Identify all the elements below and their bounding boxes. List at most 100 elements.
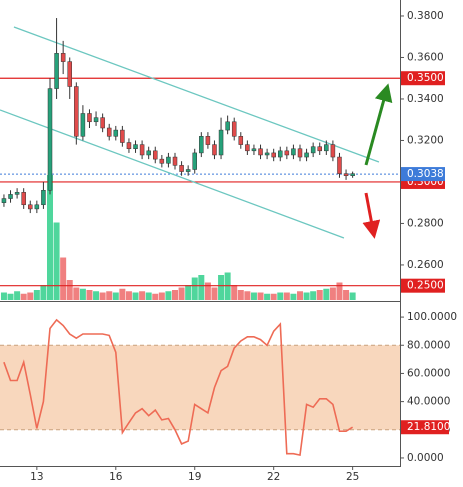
volume-bar: [310, 291, 317, 300]
candle-body: [218, 129, 224, 156]
x-tick-label: 25: [346, 471, 359, 483]
candle-body: [47, 88, 53, 191]
volume-bar: [125, 291, 132, 300]
candle-body: [106, 127, 112, 137]
candle-body: [284, 150, 290, 156]
candle-body: [231, 121, 237, 137]
y-tick-label: 0.3400: [407, 93, 444, 105]
candle-body: [159, 158, 165, 164]
candle-body: [205, 136, 211, 145]
volume-bar: [277, 292, 284, 300]
y-tick-label: 0.3600: [407, 51, 444, 63]
candle-body: [278, 150, 283, 158]
volume-bar: [191, 277, 198, 300]
candle-body: [41, 189, 46, 206]
candle-body: [166, 156, 171, 164]
volume-bar: [53, 222, 60, 300]
volume-bar: [211, 287, 218, 300]
candle-body: [350, 173, 355, 176]
volume-bar: [323, 288, 330, 300]
volume-bar: [349, 292, 356, 300]
volume-bar: [290, 293, 297, 300]
volume-bar: [14, 291, 21, 300]
candle-body: [251, 148, 257, 152]
candle-body: [245, 144, 250, 152]
candle-body: [87, 113, 92, 123]
volume-bar: [231, 285, 238, 300]
y-tick-label: 40.0000: [407, 396, 450, 408]
candle-body: [343, 173, 349, 176]
candle-body: [199, 136, 204, 154]
candle-body: [133, 144, 138, 150]
level-label-box: [401, 278, 445, 293]
candle-body: [225, 121, 230, 131]
volume-bar: [204, 282, 211, 300]
candle-body: [212, 144, 217, 156]
candle-body: [192, 152, 197, 170]
y-tick-label: 100.0000: [407, 311, 457, 323]
volume-bar: [329, 287, 336, 300]
volume-bar: [283, 292, 290, 300]
candle-body: [100, 117, 105, 129]
candle-body: [172, 156, 178, 166]
level-label: 0.3500: [407, 72, 444, 84]
volume-bar: [172, 290, 178, 300]
y-tick-label: 0.2800: [407, 217, 444, 229]
candle-body: [264, 152, 270, 156]
candle-body: [54, 53, 59, 89]
candle-body: [324, 144, 329, 152]
trend-line: [0, 109, 345, 239]
volume-bar: [99, 292, 106, 300]
y-tick-label: 60.0000: [407, 367, 450, 379]
candle-body: [93, 117, 99, 123]
candle-body: [74, 86, 79, 137]
candle-body: [60, 53, 66, 62]
volume-bar: [40, 285, 47, 300]
volume-bar: [79, 288, 86, 300]
candle-body: [28, 204, 33, 210]
volume-bar: [139, 291, 146, 300]
indicator-line: [3, 318, 354, 457]
volume-bar: [60, 257, 67, 300]
volume-bar: [27, 292, 34, 300]
candle-body: [310, 146, 316, 154]
volume-bar: [66, 280, 73, 300]
volume-bar: [264, 293, 271, 300]
candle-body: [337, 156, 342, 174]
candle-body: [1, 198, 7, 203]
candle-body: [304, 152, 309, 158]
y-tick-label: 0.2600: [407, 259, 444, 271]
candle-body: [317, 146, 322, 152]
volume-bar: [178, 287, 185, 300]
volume-bar: [93, 291, 100, 300]
y-tick-label: 0.3200: [407, 134, 444, 146]
layers: 0.3800 0.3600 0.3400 0.3200 0.2800 0.2600 0.35…: [0, 10, 457, 483]
candle-body: [67, 61, 72, 87]
candle-body: [8, 194, 13, 199]
trend-line: [13, 26, 380, 163]
candle-body: [291, 148, 296, 156]
volume-bar: [152, 293, 159, 300]
volume-bar: [297, 291, 303, 300]
x-tick-label: 13: [30, 471, 43, 483]
candle-body: [14, 192, 20, 195]
volume-bar: [132, 292, 139, 300]
down-arrow: [362, 192, 381, 239]
last-price-label: 0.3038: [407, 168, 444, 180]
volume-bar: [33, 290, 40, 300]
candle-body: [120, 129, 125, 143]
volume-bar: [218, 275, 225, 300]
volume-bar: [303, 292, 310, 300]
y-tick-label: 80.0000: [407, 339, 450, 351]
volume-bar: [250, 292, 257, 300]
level-label: 0.2500: [407, 280, 444, 292]
volume-bar: [73, 287, 80, 300]
candle-body: [258, 148, 263, 156]
band: [0, 345, 400, 430]
level-label-box: [401, 71, 445, 86]
candle-body: [146, 150, 151, 156]
volume-bar: [244, 291, 251, 300]
volume-bar: [20, 293, 27, 300]
candle-body: [185, 169, 191, 172]
